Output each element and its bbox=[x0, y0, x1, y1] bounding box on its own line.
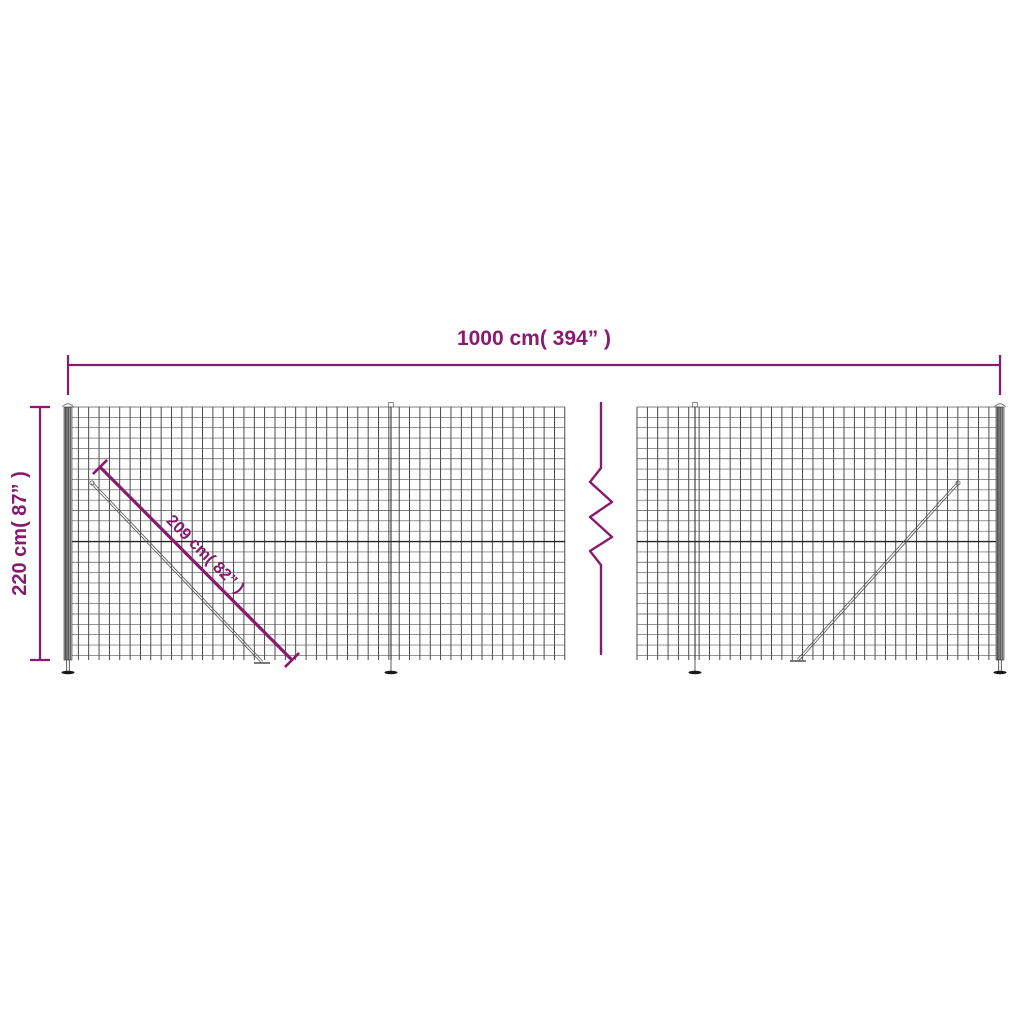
svg-text:209 cm( 82” ): 209 cm( 82” ) bbox=[163, 512, 248, 598]
svg-text:220 cm( 87” ): 220 cm( 87” ) bbox=[9, 471, 31, 596]
svg-text:1000 cm( 394” ): 1000 cm( 394” ) bbox=[457, 327, 611, 350]
